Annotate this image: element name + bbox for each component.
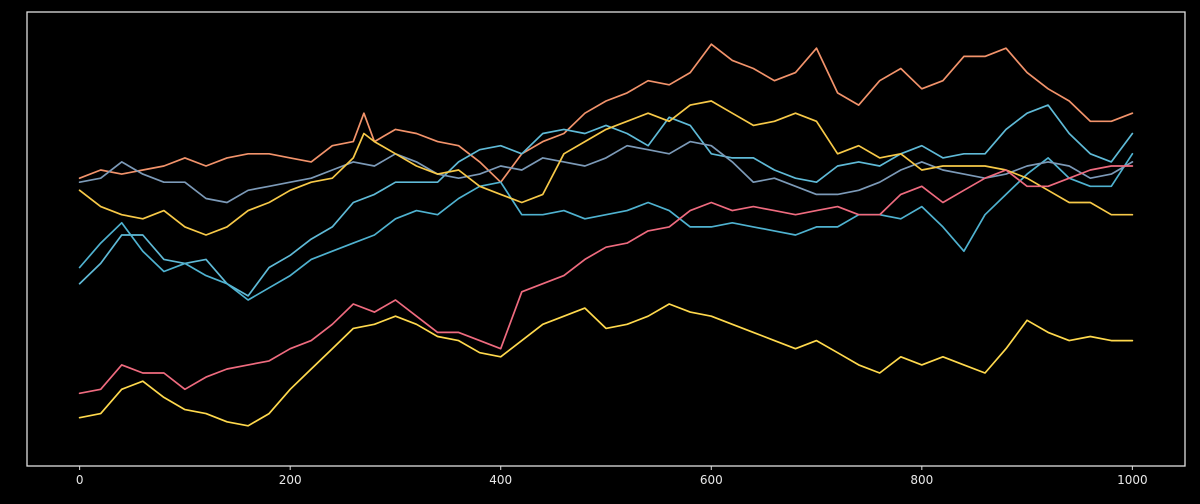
x-tick-label: 800 bbox=[910, 473, 933, 487]
series-line-2 bbox=[78, 104, 1134, 297]
series-line-3 bbox=[78, 152, 1134, 301]
x-tick-label: 1000 bbox=[1117, 473, 1148, 487]
x-tick-label: 0 bbox=[76, 473, 84, 487]
series-line-5 bbox=[78, 100, 1134, 236]
plot-frame bbox=[26, 11, 1186, 467]
x-axis: 0 200 400 600 800 1000 bbox=[76, 466, 1148, 487]
series-line-7 bbox=[78, 303, 1134, 427]
x-tick-label: 400 bbox=[489, 473, 512, 487]
series-line-1 bbox=[78, 43, 1134, 184]
x-tick-label: 200 bbox=[279, 473, 302, 487]
series-line-6 bbox=[78, 165, 1134, 395]
x-tick-label: 600 bbox=[700, 473, 723, 487]
series-line-4 bbox=[78, 140, 1134, 204]
series-layer bbox=[78, 43, 1134, 427]
